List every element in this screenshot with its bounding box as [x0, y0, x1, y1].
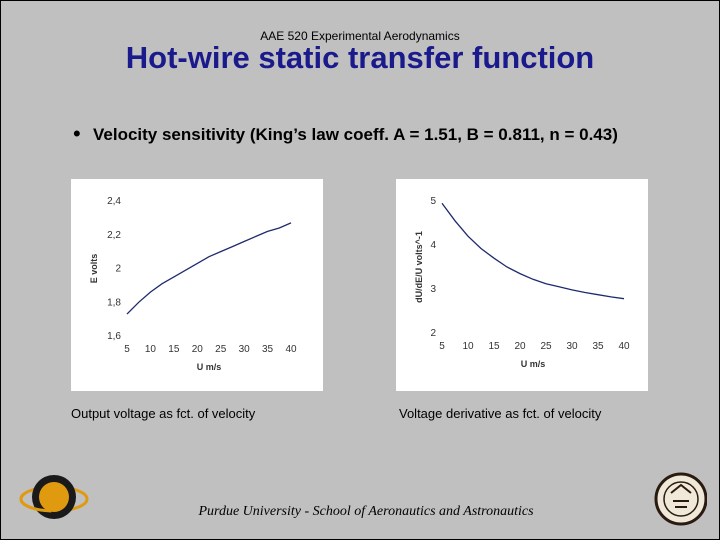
university-seal: [641, 471, 708, 527]
x-tick-label: 30: [566, 341, 578, 352]
x-tick-label: 20: [514, 341, 526, 352]
footer-text: Purdue University - School of Aeronautic…: [198, 504, 534, 519]
x-tick-label: 10: [145, 344, 157, 355]
bullet-icon: •: [73, 121, 81, 146]
caption-derivative: Voltage derivative as fct. of velocity: [399, 406, 602, 421]
chart-voltage-panel: 1,6 1,8 2 2,2 2,4 5 10 15 20 25 30 35 40 U m/s E volts: [71, 179, 323, 391]
x-tick-label: 35: [592, 341, 604, 352]
x-tick-label: 20: [192, 344, 204, 355]
x-tick-label: 30: [239, 344, 251, 355]
chart-voltage: 1,6 1,8 2 2,2 2,4 5 10 15 20 25 30 35 40 U m/s E volts: [89, 196, 297, 372]
slide-title: Hot-wire static transfer function: [125, 40, 595, 75]
y-tick-label: 3: [430, 284, 436, 295]
x-axis-label: U m/s: [521, 359, 546, 369]
y-axis-label: E volts: [89, 254, 99, 284]
chart-derivative-panel: 2 3 4 5 5 10 15 20 25 30 35 40 U m/s dU/dE/U volts^-1: [396, 179, 648, 391]
x-tick-label: 40: [618, 341, 630, 352]
x-tick-label: 40: [285, 344, 297, 355]
bullet-text: Velocity sensitivity (King’s law coeff. …: [93, 125, 618, 144]
x-axis-label: U m/s: [197, 362, 222, 372]
x-tick-label: 35: [262, 344, 274, 355]
y-tick-label: 2,2: [107, 230, 121, 241]
y-tick-label: 2,4: [107, 196, 121, 207]
x-tick-label: 15: [168, 344, 180, 355]
x-tick-label: 25: [215, 344, 227, 355]
x-tick-label: 25: [540, 341, 552, 352]
y-tick-label: 4: [430, 240, 436, 251]
caption-voltage: Output voltage as fct. of velocity: [71, 406, 256, 421]
x-tick-label: 10: [462, 341, 474, 352]
x-tick-label: 5: [439, 341, 445, 352]
y-tick-label: 1,8: [107, 297, 121, 308]
aeronautics-logo: [19, 471, 89, 527]
course-header: AAE 520 Experimental Aerodynamics: [260, 29, 460, 43]
y-tick-label: 2: [430, 328, 436, 339]
y-tick-label: 1,6: [107, 331, 121, 342]
y-axis-label: dU/dE/U volts^-1: [414, 231, 424, 303]
series-line: [126, 222, 292, 315]
y-tick-label: 2: [115, 264, 121, 275]
chart-derivative: 2 3 4 5 5 10 15 20 25 30 35 40 U m/s dU/dE/U volts^-1: [414, 196, 630, 369]
series-line: [441, 202, 625, 300]
y-tick-label: 5: [430, 196, 436, 207]
x-tick-label: 5: [124, 344, 130, 355]
x-tick-label: 15: [488, 341, 500, 352]
